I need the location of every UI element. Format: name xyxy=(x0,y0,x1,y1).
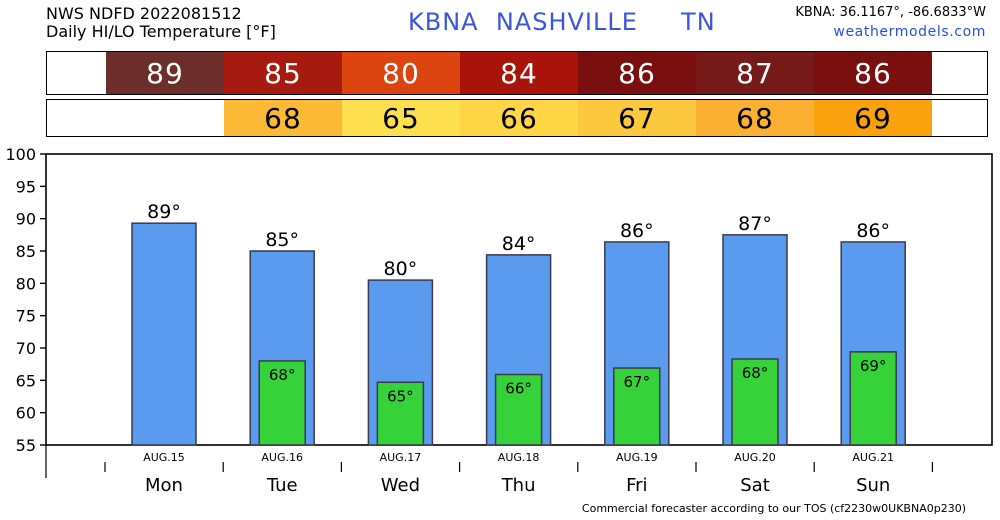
high-temp-cell: 80 xyxy=(342,52,460,94)
high-bar-label: 86° xyxy=(856,220,890,242)
station-title: KBNA NASHVILLE TN xyxy=(408,8,716,36)
day-label: Mon xyxy=(145,475,183,496)
low-bar-label: 68° xyxy=(269,366,296,384)
y-tick-label: 100 xyxy=(5,145,36,164)
low-bar xyxy=(494,373,543,446)
y-tick-label: 95 xyxy=(16,177,36,196)
low-bar xyxy=(258,360,306,446)
date-label: AUG.15 xyxy=(143,451,185,464)
day-label: Sun xyxy=(856,475,890,496)
y-tick-label: 75 xyxy=(16,307,36,326)
footer-note: Commercial forecaster according to our T… xyxy=(581,502,966,515)
low-temp-cell xyxy=(106,100,224,136)
high-bar-label: 89° xyxy=(147,201,181,223)
chart-subtitle: Daily HI/LO Temperature [°F] xyxy=(46,22,276,41)
high-temp-cell: 86 xyxy=(578,52,696,94)
low-bar-label: 69° xyxy=(860,357,887,375)
low-temperature-strip: 68 65 66 67 68 69 xyxy=(46,99,988,137)
day-label: Tue xyxy=(266,475,298,496)
low-temp-cell: 68 xyxy=(224,100,342,136)
high-temp-cell: 84 xyxy=(460,52,578,94)
site-link[interactable]: weathermodels.com xyxy=(833,24,986,40)
low-bar-label: 66° xyxy=(505,380,532,398)
low-bar-label: 68° xyxy=(742,364,769,382)
low-bar xyxy=(849,351,897,446)
day-label: Sat xyxy=(740,475,770,496)
high-temp-cell: 87 xyxy=(696,52,814,94)
low-temp-cell: 65 xyxy=(342,100,460,136)
high-temperature-strip: 89 85 80 84 86 87 86 xyxy=(46,51,988,95)
model-run-label: NWS NDFD 2022081512 xyxy=(46,4,242,23)
y-tick-label: 70 xyxy=(16,339,36,358)
date-label: AUG.18 xyxy=(498,451,540,464)
high-bar-label: 86° xyxy=(620,220,654,242)
low-bar xyxy=(613,367,661,446)
date-label: AUG.21 xyxy=(852,451,894,464)
high-temp-cell: 89 xyxy=(106,52,224,94)
low-bar xyxy=(376,381,425,446)
temperature-bar-chart: 55 60 65 70 75 80 85 90 95 100 89° 85° 80° 84° 86° 87° 8… xyxy=(5,145,993,496)
low-temp-cell: 68 xyxy=(696,100,814,136)
high-bar-label: 87° xyxy=(738,213,772,235)
y-tick-label: 65 xyxy=(16,371,36,390)
station-coordinates: KBNA: 36.1167°, -86.6833°W xyxy=(795,5,986,20)
low-temp-cell: 67 xyxy=(578,100,696,136)
day-label: Thu xyxy=(501,475,536,496)
date-label: AUG.20 xyxy=(734,451,776,464)
low-temp-cell: 66 xyxy=(460,100,578,136)
date-label: AUG.16 xyxy=(261,451,303,464)
high-bar-label: 84° xyxy=(502,233,536,255)
date-label: AUG.19 xyxy=(616,451,658,464)
y-tick-label: 80 xyxy=(16,274,36,293)
low-bar-label: 65° xyxy=(387,387,414,405)
high-temp-cell: 85 xyxy=(224,52,342,94)
y-tick-label: 85 xyxy=(16,242,36,261)
high-bar xyxy=(131,222,197,446)
day-label: Wed xyxy=(381,475,420,496)
high-temp-cell: 86 xyxy=(814,52,932,94)
high-bar-label: 80° xyxy=(384,258,418,280)
low-bar xyxy=(731,358,779,446)
high-bar-label: 85° xyxy=(265,229,299,251)
low-bar-label: 67° xyxy=(624,373,651,391)
y-tick-label: 60 xyxy=(16,404,36,423)
y-tick-label: 90 xyxy=(16,210,36,229)
day-label: Fri xyxy=(626,475,647,496)
y-tick-label: 55 xyxy=(16,436,36,455)
date-label: AUG.17 xyxy=(380,451,422,464)
low-temp-cell: 69 xyxy=(814,100,932,136)
